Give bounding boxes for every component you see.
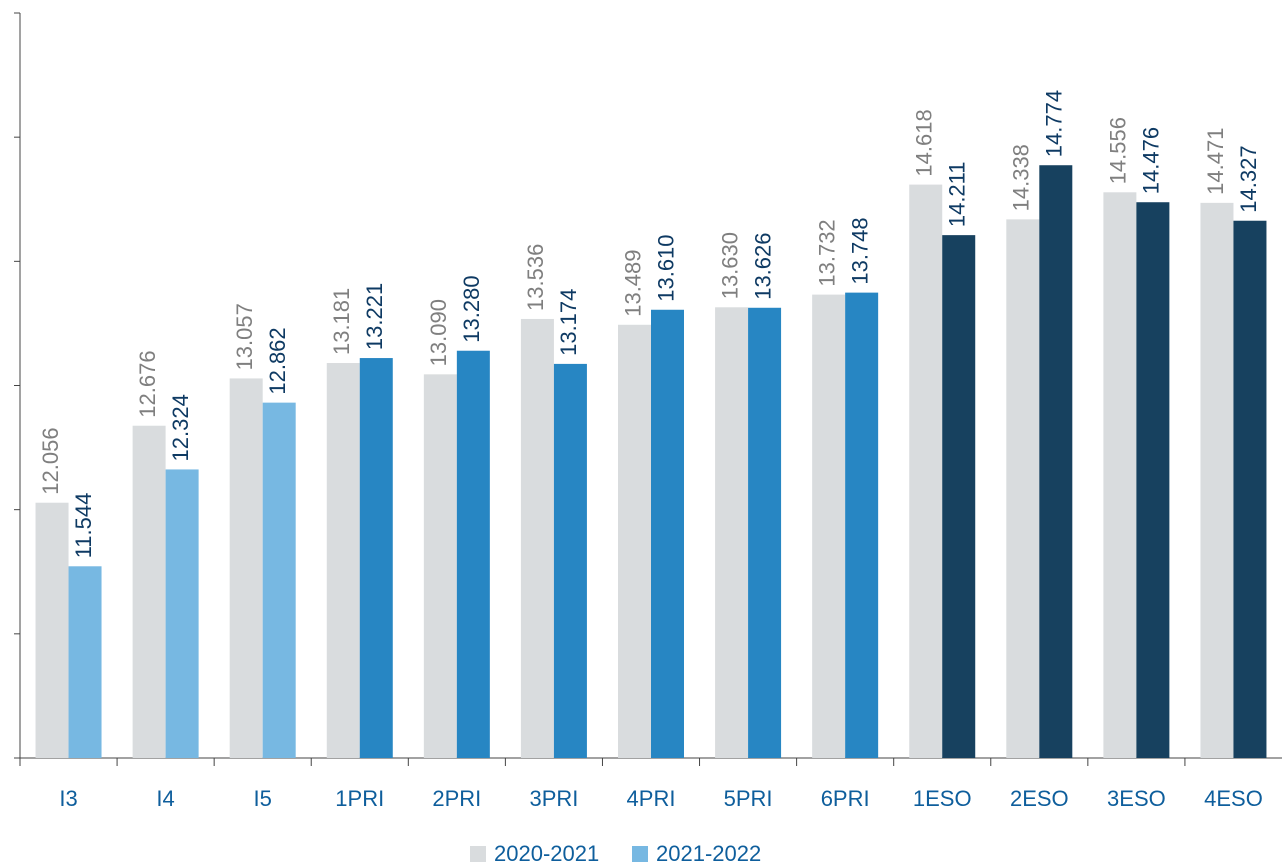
bar — [359, 358, 393, 758]
value-label: 13.630 — [717, 232, 742, 299]
value-label: 14.471 — [1203, 128, 1228, 195]
x-tick-label: I4 — [156, 786, 174, 811]
value-label: 13.536 — [523, 244, 548, 311]
x-tick-label: 5PRI — [724, 786, 773, 811]
value-label: 12.862 — [265, 327, 290, 394]
bar — [748, 307, 782, 758]
bar — [132, 425, 166, 758]
bar — [715, 307, 749, 758]
value-label: 14.338 — [1009, 144, 1034, 211]
value-label: 14.556 — [1106, 117, 1131, 184]
x-tick-label: 4PRI — [627, 786, 676, 811]
x-tick-label: I3 — [59, 786, 77, 811]
value-label: 13.090 — [426, 299, 451, 366]
value-label: 14.476 — [1139, 127, 1164, 194]
bar — [651, 309, 684, 758]
x-tick-label: 1PRI — [335, 786, 384, 811]
bar — [326, 363, 360, 758]
bar — [1136, 202, 1170, 759]
value-label: 13.280 — [459, 275, 484, 342]
value-label: 13.221 — [362, 283, 387, 350]
x-tick-label: 1ESO — [913, 786, 972, 811]
legend-swatch — [470, 846, 486, 862]
bar — [423, 374, 457, 758]
legend-label: 2020-2021 — [494, 841, 599, 866]
bar — [1200, 202, 1234, 758]
bar — [845, 292, 879, 758]
bar — [812, 294, 846, 758]
value-label: 12.676 — [135, 350, 160, 417]
x-tick-label: 3PRI — [529, 786, 578, 811]
bar — [1039, 165, 1073, 758]
value-label: 13.732 — [814, 219, 839, 286]
legend-swatch — [632, 846, 648, 862]
bar — [1006, 219, 1040, 759]
value-label: 13.610 — [653, 234, 678, 301]
value-label: 14.211 — [945, 161, 970, 227]
x-tick-label: I5 — [254, 786, 272, 811]
value-label: 13.181 — [329, 288, 354, 355]
bar — [456, 350, 490, 758]
bar — [262, 402, 296, 758]
value-label: 13.174 — [556, 289, 581, 356]
bar — [520, 318, 554, 758]
value-label: 12.324 — [168, 394, 193, 461]
bar — [1233, 220, 1267, 758]
value-label: 13.626 — [750, 232, 775, 299]
value-label: 11.544 — [71, 493, 96, 559]
value-label: 13.489 — [620, 249, 645, 316]
bar — [229, 378, 263, 758]
x-tick-label: 2ESO — [1010, 786, 1069, 811]
bar — [68, 566, 102, 758]
bar — [942, 235, 976, 759]
bar — [35, 502, 69, 758]
value-label: 13.057 — [232, 303, 257, 370]
value-label: 12.056 — [38, 427, 63, 494]
bar — [553, 363, 587, 758]
x-tick-label: 3ESO — [1107, 786, 1166, 811]
bar — [909, 184, 943, 758]
value-label: 14.618 — [912, 109, 937, 176]
value-label: 14.327 — [1236, 145, 1261, 212]
bar — [165, 469, 199, 758]
bar — [618, 324, 651, 758]
bar — [1103, 192, 1137, 759]
value-label: 13.748 — [847, 217, 872, 284]
x-tick-label: 4ESO — [1204, 786, 1263, 811]
x-tick-label: 2PRI — [432, 786, 481, 811]
legend-label: 2021-2022 — [656, 841, 761, 866]
x-tick-label: 6PRI — [821, 786, 870, 811]
value-label: 14.774 — [1042, 90, 1067, 157]
